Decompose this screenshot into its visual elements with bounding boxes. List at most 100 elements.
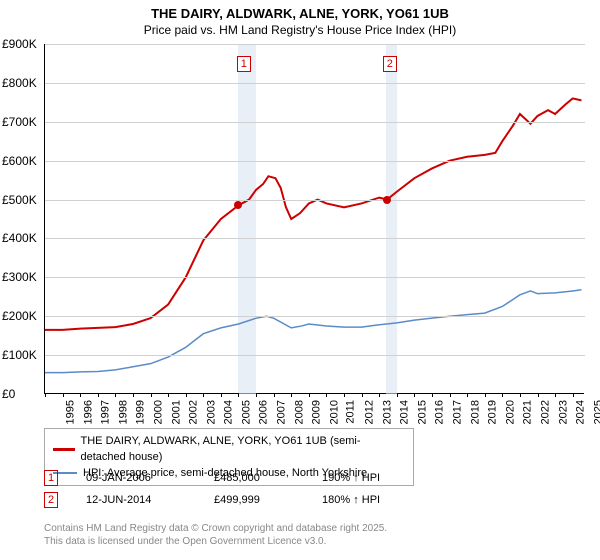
y-axis-label: £200K [0, 309, 37, 323]
x-tick [520, 393, 521, 397]
marker-date: 12-JUN-2014 [86, 494, 186, 506]
chart-plot-area: 12 [44, 44, 584, 394]
title-sub: Price paid vs. HM Land Registry's House … [0, 23, 600, 37]
x-tick [450, 393, 451, 397]
y-axis-label: £600K [0, 154, 37, 168]
y-axis-label: £100K [0, 348, 37, 362]
x-tick [309, 393, 310, 397]
series-hpi [45, 290, 581, 373]
x-axis-label: 1996 [82, 400, 94, 424]
x-axis-label: 2007 [276, 400, 288, 424]
x-axis-label: 2014 [399, 400, 411, 424]
x-axis-label: 1997 [100, 400, 112, 424]
title-main: THE DAIRY, ALDWARK, ALNE, YORK, YO61 1UB [0, 6, 600, 21]
gridline [45, 161, 585, 162]
marker-pct: 190% ↑ HPI [322, 472, 412, 484]
x-tick [502, 393, 503, 397]
x-axis-label: 2015 [416, 400, 428, 424]
footer: Contains HM Land Registry data © Crown c… [44, 522, 387, 548]
x-tick [151, 393, 152, 397]
x-axis-label: 2009 [311, 400, 323, 424]
y-axis-label: £900K [0, 37, 37, 51]
marker-price: £499,999 [214, 494, 294, 506]
x-tick [379, 393, 380, 397]
x-axis-label: 2024 [575, 400, 587, 424]
chart-lines-svg [45, 44, 585, 394]
sale-dot [383, 196, 391, 204]
x-axis-label: 2013 [381, 400, 393, 424]
footer-line: This data is licensed under the Open Gov… [44, 535, 387, 548]
y-axis-label: £300K [0, 270, 37, 284]
y-axis-label: £500K [0, 193, 37, 207]
marker-table: 1 09-JAN-2006 £485,000 190% ↑ HPI 2 12-J… [44, 470, 584, 514]
x-axis-label: 2025 [592, 400, 600, 424]
x-axis-label: 2005 [240, 400, 252, 424]
x-axis-label: 2018 [469, 400, 481, 424]
x-tick [186, 393, 187, 397]
gridline [45, 122, 585, 123]
x-axis-label: 2002 [188, 400, 200, 424]
x-tick [326, 393, 327, 397]
x-axis-label: 2010 [328, 400, 340, 424]
x-tick [538, 393, 539, 397]
x-tick [238, 393, 239, 397]
legend-row: THE DAIRY, ALDWARK, ALNE, YORK, YO61 1UB… [53, 433, 405, 465]
marker-date: 09-JAN-2006 [86, 472, 186, 484]
x-axis-label: 2020 [504, 400, 516, 424]
x-tick [344, 393, 345, 397]
x-axis-label: 2017 [451, 400, 463, 424]
x-tick [256, 393, 257, 397]
x-axis-label: 2001 [170, 400, 182, 424]
x-tick [45, 393, 46, 397]
x-tick [98, 393, 99, 397]
x-tick [555, 393, 556, 397]
x-tick [133, 393, 134, 397]
x-tick [291, 393, 292, 397]
x-tick [397, 393, 398, 397]
gridline [45, 200, 585, 201]
x-axis-label: 2000 [152, 400, 164, 424]
chart-container: THE DAIRY, ALDWARK, ALNE, YORK, YO61 1UB… [0, 0, 600, 560]
title-block: THE DAIRY, ALDWARK, ALNE, YORK, YO61 1UB… [0, 0, 600, 37]
x-tick [414, 393, 415, 397]
gridline [45, 44, 585, 45]
x-axis-label: 2021 [522, 400, 534, 424]
x-axis-label: 2023 [557, 400, 569, 424]
x-tick [362, 393, 363, 397]
x-tick [485, 393, 486, 397]
gridline [45, 316, 585, 317]
marker-pct: 180% ↑ HPI [322, 494, 412, 506]
x-tick [221, 393, 222, 397]
x-axis-label: 2004 [223, 400, 235, 424]
x-axis-label: 2016 [434, 400, 446, 424]
marker-number-box: 1 [44, 470, 58, 486]
x-axis-label: 2019 [487, 400, 499, 424]
legend-label: THE DAIRY, ALDWARK, ALNE, YORK, YO61 1UB… [81, 433, 405, 465]
y-axis-label: £0 [0, 387, 15, 401]
gridline [45, 355, 585, 356]
marker-flag: 2 [383, 56, 397, 72]
x-tick [573, 393, 574, 397]
x-axis-label: 1999 [135, 400, 147, 424]
marker-row: 2 12-JUN-2014 £499,999 180% ↑ HPI [44, 492, 584, 508]
legend-swatch [53, 448, 75, 451]
marker-number-box: 2 [44, 492, 58, 508]
x-axis-label: 1998 [117, 400, 129, 424]
y-axis-label: £700K [0, 115, 37, 129]
gridline [45, 277, 585, 278]
y-axis-label: £800K [0, 76, 37, 90]
marker-row: 1 09-JAN-2006 £485,000 190% ↑ HPI [44, 470, 584, 486]
x-tick [80, 393, 81, 397]
series-price_paid [45, 98, 581, 329]
x-axis-label: 2003 [205, 400, 217, 424]
x-axis-label: 2022 [539, 400, 551, 424]
x-tick [274, 393, 275, 397]
sale-dot [234, 201, 242, 209]
footer-line: Contains HM Land Registry data © Crown c… [44, 522, 387, 535]
x-axis-label: 2011 [345, 400, 357, 424]
gridline [45, 238, 585, 239]
x-tick [168, 393, 169, 397]
x-axis-label: 1995 [64, 400, 76, 424]
x-axis-label: 2008 [293, 400, 305, 424]
marker-price: £485,000 [214, 472, 294, 484]
